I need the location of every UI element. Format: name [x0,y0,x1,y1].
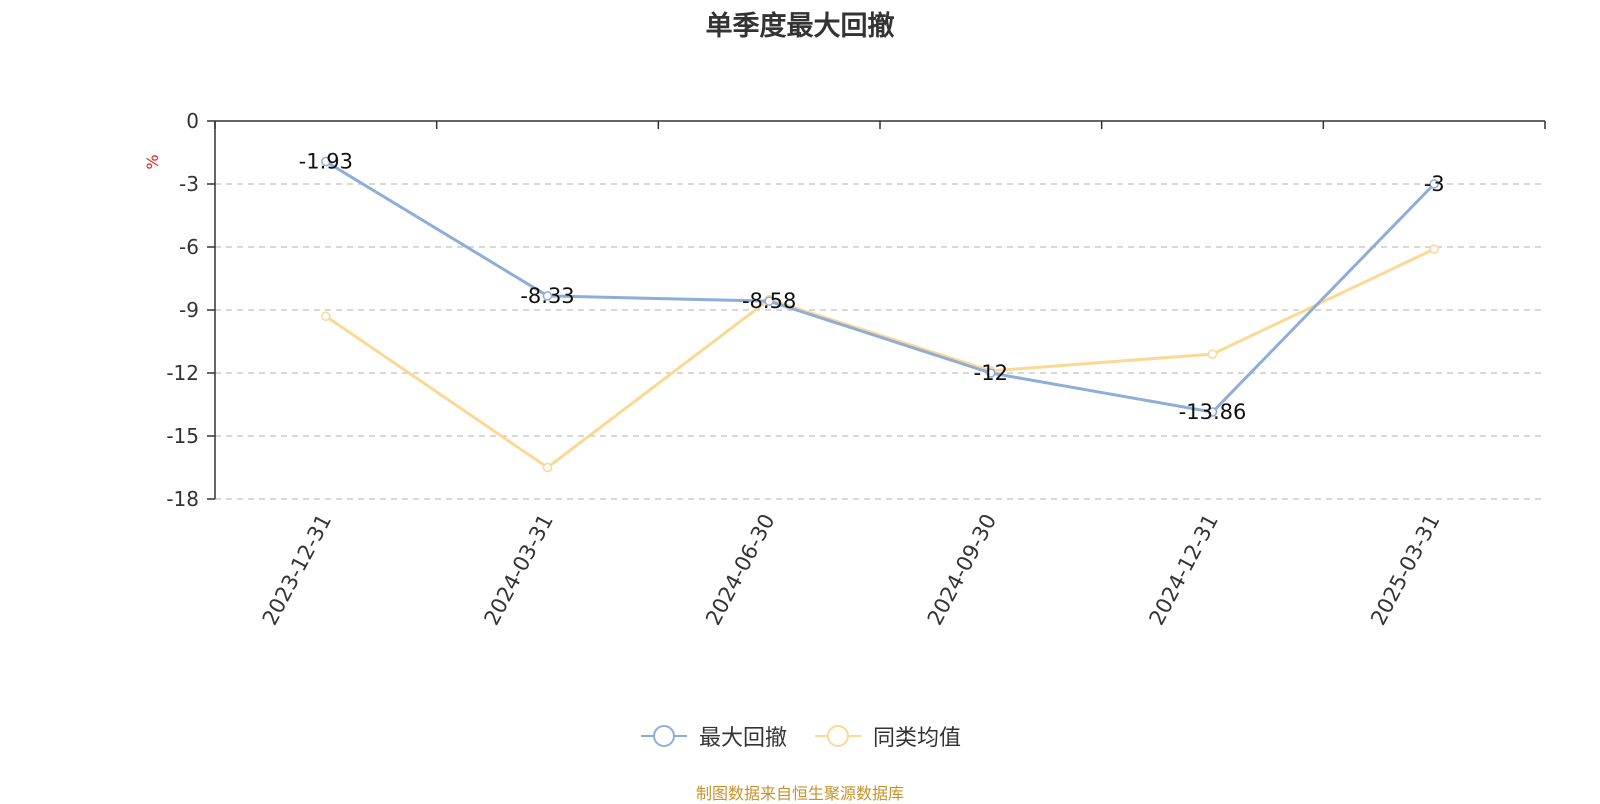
x-tick-label: 2025-03-31 [1366,510,1444,629]
grid-layer [215,183,1545,500]
legend-swatch-icon [815,725,861,747]
y-axis-label: % [143,154,162,169]
x-tick-label: 2024-12-31 [1144,510,1222,629]
x-tick-label: 2024-03-31 [479,510,557,629]
data-label: -3 [1424,172,1445,196]
legend-item[interactable]: 同类均值 [813,720,961,752]
data-point [1207,349,1218,359]
y-tick-label: -6 [179,235,199,259]
data-label: -8.58 [742,289,796,313]
data-label-layer: -1.93 -8.33 -8.58 -12 -13.86 -3 [299,150,1445,425]
data-point [764,296,774,306]
data-point [321,156,331,167]
x-tick-label: 2023-12-31 [258,510,336,629]
chart-title: 单季度最大回撤 [705,11,895,42]
series-line [324,247,1435,469]
data-point [986,368,996,378]
data-point [542,462,553,473]
y-tick-label: -18 [166,487,199,511]
series-layer [321,156,1439,473]
y-tick-label: -3 [179,172,199,196]
legend-item[interactable]: 最大回撤 [639,720,787,752]
legend-label: 同类均值 [873,726,962,751]
data-point [321,311,331,322]
data-label: -12 [974,361,1008,385]
x-tick-label: 2024-06-30 [701,510,779,629]
y-tick-label: 0 [186,109,199,133]
data-point [1429,179,1439,189]
data-point [1429,244,1439,254]
data-label: -8.33 [520,284,574,308]
data-point [542,291,553,301]
data-label: -13.86 [1179,400,1247,424]
data-point [1207,407,1218,417]
y-tick-label: -15 [166,424,199,448]
legend-label: 最大回撤 [698,726,787,751]
series-line [325,160,1436,414]
legend: 最大回撤 同类均值 [0,720,1600,752]
y-tick-label: -12 [166,361,199,385]
y-tick-label: -9 [179,298,199,322]
legend-swatch-icon [640,725,687,747]
axis-layer: 0 -3 -6 -9 -12 -15 -18% 2023-12-31 2024-03-31 202… [143,109,1546,629]
source-note: 制图数据来自恒生聚源数据库 [695,784,904,803]
data-label: -1.93 [299,150,353,174]
x-tick-label: 2024-09-30 [923,510,1001,629]
